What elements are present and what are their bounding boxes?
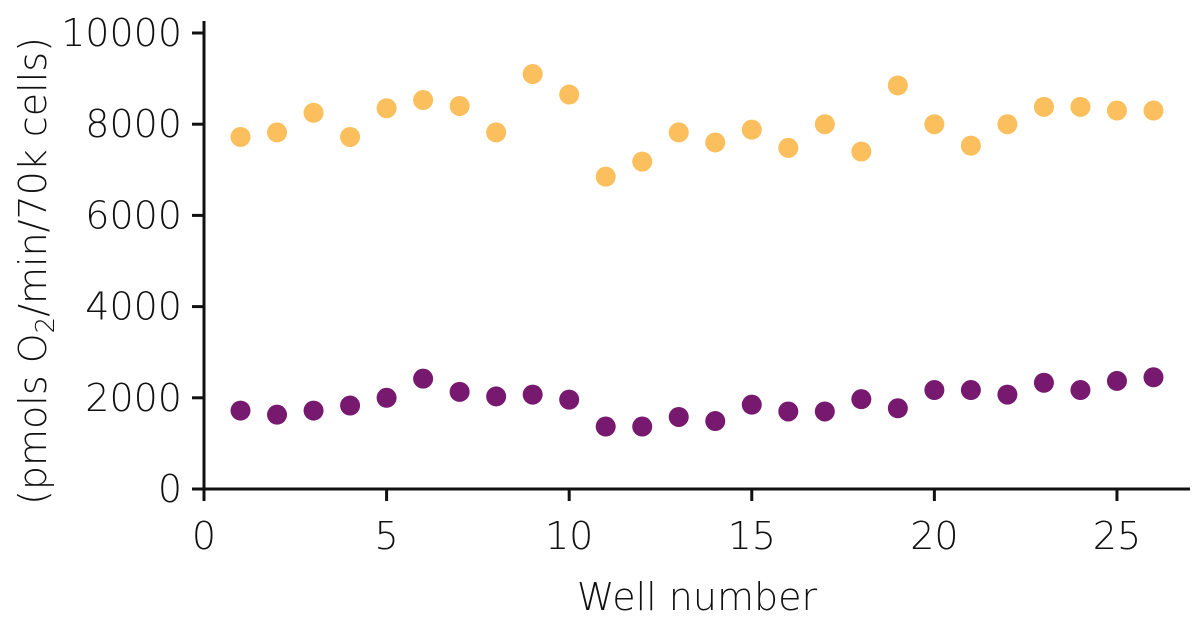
x-tick-label: 25: [1093, 514, 1141, 558]
y-axis-title-subscript: 2: [31, 317, 61, 334]
data-point-series-1: [559, 84, 580, 105]
data-point-series-2: [595, 416, 616, 437]
x-tick-label: 5: [374, 514, 398, 558]
data-point-series-2: [668, 406, 689, 427]
data-point-series-2: [960, 380, 981, 401]
y-ticks: 0 2000 4000 6000 8000 10000: [61, 11, 204, 511]
data-point-series-1: [997, 114, 1018, 135]
data-point-series-1: [1033, 96, 1054, 117]
y-tick-label: 10000: [61, 11, 182, 55]
data-point-series-1: [741, 119, 762, 140]
x-ticks: 0 5 10 15 20 25: [192, 489, 1141, 558]
data-point-series-1: [960, 135, 981, 156]
data-point-series-1: [1143, 100, 1164, 121]
data-point-series-1: [705, 132, 726, 153]
data-point-series-2: [522, 384, 543, 405]
data-point-series-2: [741, 394, 762, 415]
y-tick-label: 8000: [85, 102, 182, 146]
data-point-series-2: [340, 395, 361, 416]
data-point-series-2: [705, 411, 726, 432]
data-point-series-1: [303, 102, 324, 123]
x-tick-label: 20: [910, 514, 958, 558]
data-point-series-2: [1033, 372, 1054, 393]
data-point-series-1: [522, 64, 543, 85]
y-tick-label: 2000: [85, 376, 182, 420]
data-point-series-2: [1070, 380, 1091, 401]
data-point-series-1: [1106, 100, 1127, 121]
data-point-series-1: [778, 137, 799, 158]
data-point-series-2: [376, 387, 397, 408]
axes: [202, 21, 1190, 491]
x-tick-label: 10: [545, 514, 593, 558]
data-point-series-1: [851, 141, 872, 162]
data-point-series-1: [887, 75, 908, 96]
y-tick-label: 4000: [85, 285, 182, 329]
data-point-series-2: [413, 368, 434, 389]
data-point-series-1: [668, 122, 689, 143]
data-point-series-2: [303, 400, 324, 421]
data-point-series-1: [595, 166, 616, 187]
data-point-series-2: [267, 404, 288, 425]
data-point-series-2: [924, 380, 945, 401]
x-axis-title: Well number: [577, 575, 818, 619]
data-point-series-2: [851, 389, 872, 410]
data-point-series-2: [997, 384, 1018, 405]
data-point-series-1: [814, 114, 835, 135]
data-point-series-1: [924, 114, 945, 135]
data-point-series-1: [1070, 96, 1091, 117]
y-axis-title: (pmols O2/min/70k cells): [11, 37, 61, 505]
data-point-series-1: [632, 151, 653, 172]
data-point-series-1: [267, 122, 288, 143]
data-point-series-1: [230, 126, 251, 147]
data-point-series-2: [632, 416, 653, 437]
y-axis-title-suffix: /min/70k cells): [11, 37, 55, 317]
x-tick-label: 15: [728, 514, 776, 558]
data-point-series-2: [887, 398, 908, 419]
y-axis-title-prefix: (pmols O: [11, 333, 55, 505]
data-point-series-1: [449, 95, 470, 116]
data-point-series-1: [486, 122, 507, 143]
y-tick-label: 0: [158, 467, 182, 511]
data-point-series-2: [230, 400, 251, 421]
data-point-series-2: [559, 389, 580, 410]
data-point-series-2: [1106, 370, 1127, 391]
data-point-series-2: [814, 401, 835, 422]
x-tick-label: 0: [192, 514, 216, 558]
data-point-series-1: [413, 90, 434, 111]
data-point-series-2: [778, 401, 799, 422]
data-point-series-1: [340, 126, 361, 147]
data-point-series-2: [1143, 367, 1164, 388]
data-points: [230, 64, 1164, 437]
data-point-series-2: [486, 386, 507, 407]
data-point-series-2: [449, 381, 470, 402]
data-point-series-1: [376, 98, 397, 119]
y-tick-label: 6000: [85, 193, 182, 237]
